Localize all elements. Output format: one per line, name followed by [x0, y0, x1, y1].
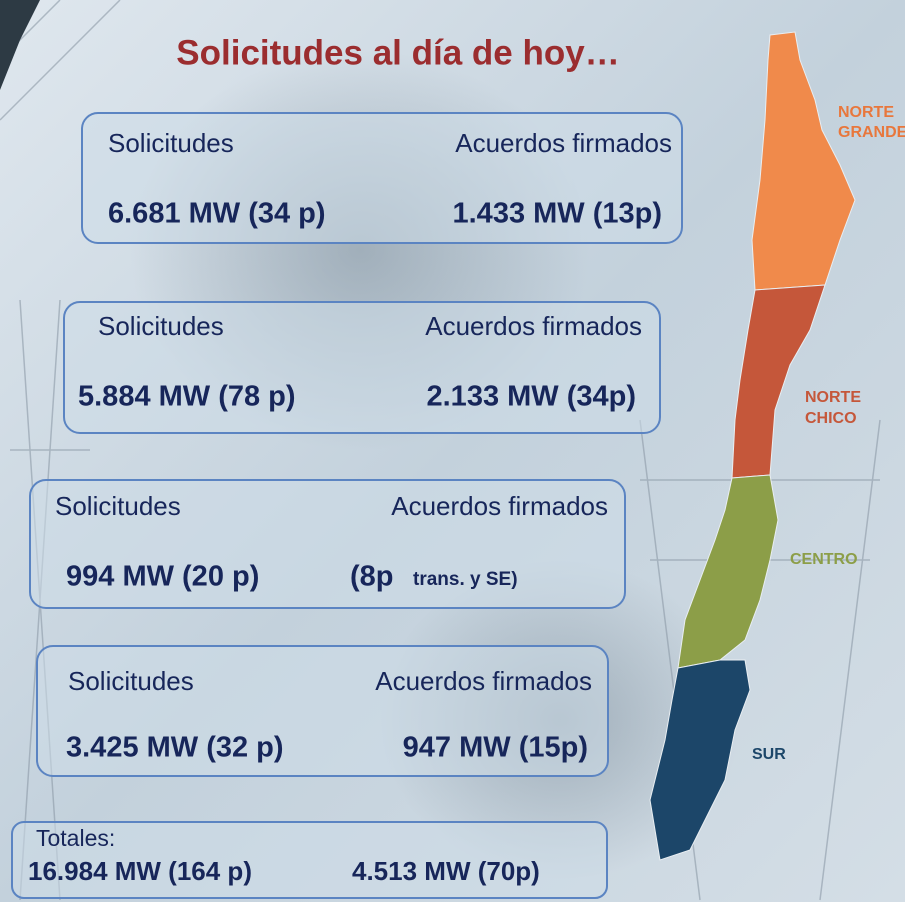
box: Solicitudes Acuerdos firmados 5.884 MW (…: [64, 302, 660, 433]
totals-value: 4.513 MW (70p): [352, 856, 540, 886]
box-value: 947 MW (15p): [403, 732, 588, 764]
box-label: Solicitudes: [68, 666, 194, 696]
totals: Totales: 16.984 MW (164 p) 4.513 MW (70p…: [12, 822, 607, 898]
box-label: Solicitudes: [98, 311, 224, 341]
box-value: (8p: [350, 561, 394, 593]
box-value: 1.433 MW (13p): [453, 198, 663, 230]
region-label: CHICO: [805, 410, 857, 427]
totals-label: Totales:: [36, 825, 115, 851]
title: Solicitudes al día de hoy…: [176, 33, 619, 72]
box-value: 994 MW (20 p): [66, 561, 259, 593]
region-label: GRANDE: [838, 124, 905, 141]
box-label: Solicitudes: [108, 128, 234, 158]
box-label: Solicitudes: [55, 491, 181, 521]
region-label: SUR: [752, 746, 786, 763]
box: Solicitudes Acuerdos firmados 3.425 MW (…: [37, 646, 608, 776]
slide: Solicitudes al día de hoy… Solicitudes A…: [0, 0, 905, 902]
box: Solicitudes Acuerdos firmados 6.681 MW (…: [82, 113, 682, 243]
region-label: NORTE: [838, 104, 894, 121]
region-label: NORTE: [805, 389, 861, 406]
box-label: Acuerdos firmados: [455, 128, 672, 158]
box-label: Acuerdos firmados: [391, 491, 608, 521]
box-value: 3.425 MW (32 p): [66, 732, 284, 764]
box-value: 6.681 MW (34 p): [108, 198, 326, 230]
box-value: 5.884 MW (78 p): [78, 381, 296, 413]
box-value: 2.133 MW (34p): [427, 381, 637, 413]
box-value-note: trans. y SE): [413, 569, 518, 590]
region-label: CENTRO: [790, 551, 858, 568]
box-label: Acuerdos firmados: [425, 311, 642, 341]
box: Solicitudes Acuerdos firmados 994 MW (20…: [30, 480, 625, 608]
totals-value: 16.984 MW (164 p): [28, 856, 252, 886]
box-label: Acuerdos firmados: [375, 666, 592, 696]
